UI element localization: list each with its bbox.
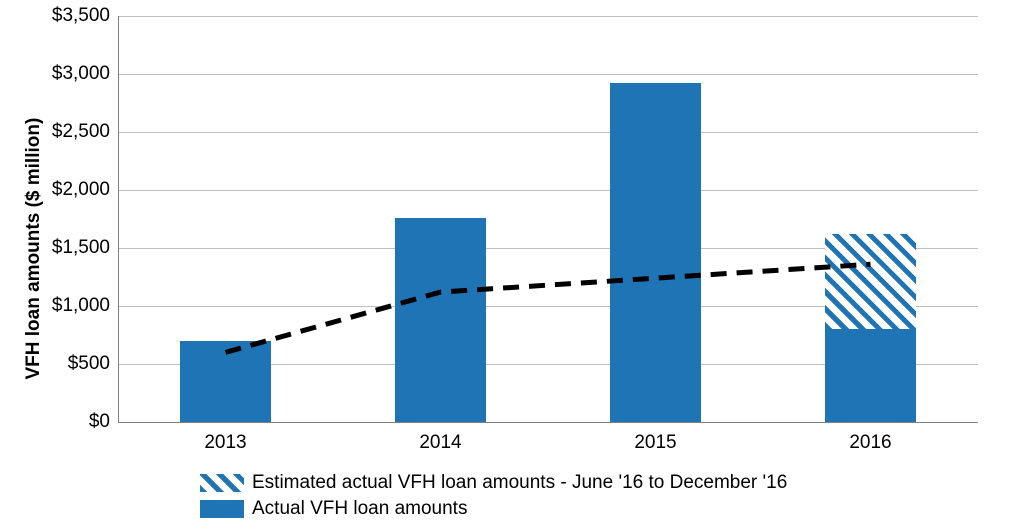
vfh-loan-chart: VFH loan amounts ($ million) $0$500$1,00… <box>0 0 1012 528</box>
legend: Estimated actual VFH loan amounts - June… <box>200 472 787 520</box>
legend-label: Actual VFH loan amounts <box>252 498 467 520</box>
y-tick-label: $500 <box>68 353 118 375</box>
x-tick-label: 2016 <box>849 422 891 454</box>
legend-item: Actual VFH loan amounts <box>200 498 787 520</box>
legend-item: Estimated actual VFH loan amounts - June… <box>200 472 787 494</box>
y-tick-label: $0 <box>89 411 118 433</box>
legend-swatch-hatched <box>200 474 244 492</box>
y-tick-label: $1,500 <box>52 237 118 259</box>
y-tick-label: $2,000 <box>52 179 118 201</box>
y-tick-label: $3,000 <box>52 63 118 85</box>
plot-area: $0$500$1,000$1,500$2,000$2,500$3,000$3,5… <box>118 16 978 422</box>
trend-line <box>118 16 978 422</box>
x-tick-label: 2015 <box>634 422 676 454</box>
legend-swatch-solid <box>200 500 244 518</box>
y-axis-title: VFH loan amounts ($ million) <box>23 118 45 380</box>
y-tick-label: $3,500 <box>52 5 118 27</box>
y-tick-label: $1,000 <box>52 295 118 317</box>
y-tick-label: $2,500 <box>52 121 118 143</box>
x-tick-label: 2013 <box>204 422 246 454</box>
x-tick-label: 2014 <box>419 422 461 454</box>
legend-label: Estimated actual VFH loan amounts - June… <box>252 472 787 494</box>
